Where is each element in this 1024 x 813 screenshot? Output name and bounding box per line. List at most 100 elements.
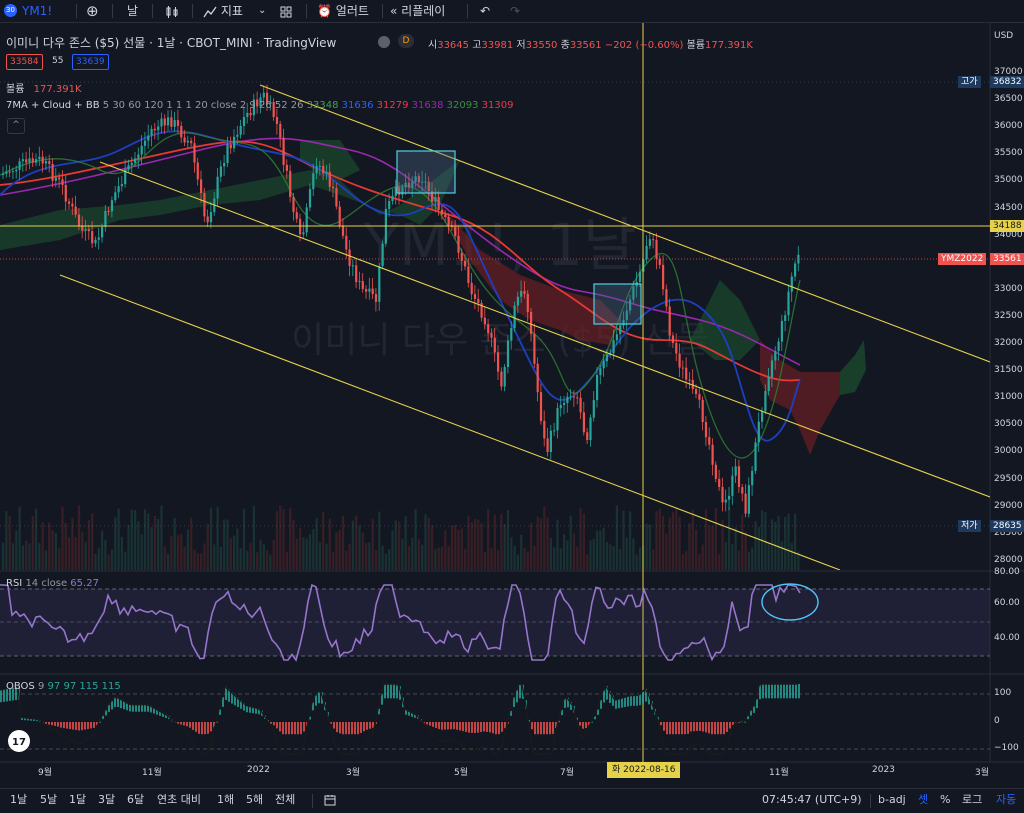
range-button[interactable]: 전체: [275, 793, 296, 806]
candle-body: [223, 163, 226, 167]
obos-bar: [159, 710, 161, 716]
range-button[interactable]: 1해: [217, 793, 235, 806]
candle-type-icon[interactable]: [165, 0, 179, 22]
volume-bar: [605, 542, 609, 570]
candle-body: [731, 475, 734, 496]
collapse-legend-chevron-icon[interactable]: ^: [7, 118, 25, 134]
volume-bar: [464, 548, 467, 570]
obos-bar: [465, 722, 467, 732]
obos-bar: [552, 722, 554, 734]
obos-bar: [645, 689, 647, 702]
obos-bar: [786, 684, 788, 699]
range-button[interactable]: 5해: [246, 793, 264, 806]
highlight-box: [593, 283, 642, 325]
candle-body: [427, 181, 430, 192]
obos-bar: [723, 722, 725, 735]
volume-bar: [242, 508, 246, 570]
obos-bar: [690, 722, 692, 732]
buy-price-button[interactable]: 33639: [72, 54, 109, 70]
candle-body: [77, 214, 81, 227]
volume-bar: [120, 537, 123, 570]
candle-body: [579, 397, 582, 413]
eye-icon[interactable]: [378, 36, 390, 48]
volume-bar: [797, 551, 800, 570]
obos-bar: [333, 722, 335, 729]
candle-body: [305, 207, 308, 233]
obos-bar: [345, 722, 347, 735]
candle-body: [467, 266, 470, 283]
range-button[interactable]: 1날: [10, 793, 28, 806]
obos-bar: [147, 704, 149, 712]
volume-bar: [130, 509, 133, 570]
obos-bar: [600, 699, 602, 709]
volume-bar: [87, 520, 90, 570]
candle-body: [431, 191, 434, 202]
candle-body: [586, 432, 589, 441]
volume-header-value: 177.391K: [705, 40, 753, 51]
adjustment-toggle[interactable]: b-adj: [878, 793, 906, 806]
obos-bar: [678, 722, 680, 735]
auto-scale-toggle[interactable]: 자동: [996, 793, 1017, 806]
log-scale-toggle[interactable]: 로그: [962, 793, 983, 806]
volume-bar: [167, 553, 170, 570]
volume-bar: [308, 534, 312, 570]
range-button[interactable]: 1달: [69, 793, 87, 806]
templates-grid-icon[interactable]: [280, 0, 292, 22]
candle-body: [124, 169, 127, 185]
candle-body: [74, 206, 77, 215]
range-button[interactable]: 연초 대비: [157, 793, 201, 806]
percent-scale-toggle[interactable]: %: [940, 793, 951, 806]
volume-legend-label: 볼륨: [6, 84, 25, 95]
volume-bar: [295, 538, 298, 570]
candle-body: [718, 478, 721, 487]
currency-label[interactable]: USD: [994, 31, 1014, 41]
symbol-search-button[interactable]: YM1!: [22, 4, 53, 18]
open-value: 33645: [437, 40, 470, 51]
volume-bar: [751, 547, 754, 570]
candle-body: [629, 299, 632, 311]
candle-body: [295, 212, 298, 219]
redo-icon[interactable]: ↷: [510, 4, 521, 18]
obos-bar: [474, 722, 476, 734]
indicators-button[interactable]: 지표: [203, 0, 243, 22]
candle-body: [398, 187, 401, 195]
range-button[interactable]: 6달: [127, 793, 145, 806]
candle-body: [589, 417, 592, 441]
obos-bar: [351, 722, 353, 735]
volume-bar: [61, 506, 64, 570]
price-tick: 36500: [994, 94, 1023, 105]
interval-button[interactable]: 날: [127, 4, 139, 18]
candle-body: [332, 186, 335, 189]
volume-bar: [780, 541, 783, 570]
high-badge-label: 고가: [961, 77, 978, 87]
goto-date-calendar-icon[interactable]: [324, 789, 336, 813]
session-toggle[interactable]: 셋: [918, 793, 929, 806]
obos-bar: [222, 697, 224, 707]
volume-bar: [609, 544, 612, 570]
chevron-down-icon[interactable]: ⌄: [258, 5, 267, 16]
volume-bar: [675, 508, 678, 570]
volume-bar: [117, 508, 120, 570]
obos-bar: [291, 722, 293, 735]
candle-body: [256, 99, 259, 107]
open-label: 시: [428, 40, 438, 51]
obos-bar: [642, 691, 644, 704]
obos-bar: [762, 684, 764, 699]
alert-button[interactable]: ⏰ 얼러트: [317, 0, 369, 22]
replay-button[interactable]: « 리플레이: [390, 0, 445, 22]
chart-canvas[interactable]: YM1!, 1날 이미니 다우 존스 ($5) 선물: [0, 23, 1024, 788]
volume-bar: [153, 515, 156, 570]
candle-body: [721, 486, 724, 503]
volume-bar: [457, 529, 460, 570]
range-button[interactable]: 5날: [40, 793, 58, 806]
sell-price-button[interactable]: 33584: [6, 54, 43, 70]
candle-body: [87, 229, 90, 232]
undo-icon[interactable]: ↶: [480, 4, 491, 18]
market-status-badge[interactable]: D: [398, 34, 414, 48]
tradingview-logo-icon: 17: [8, 730, 30, 752]
clock-display[interactable]: 07:45:47 (UTC+9): [762, 793, 862, 806]
range-button[interactable]: 3달: [98, 793, 116, 806]
obos-bar: [276, 722, 278, 729]
candle-body: [84, 229, 87, 231]
compare-plus-icon[interactable]: ⊕: [86, 2, 99, 20]
